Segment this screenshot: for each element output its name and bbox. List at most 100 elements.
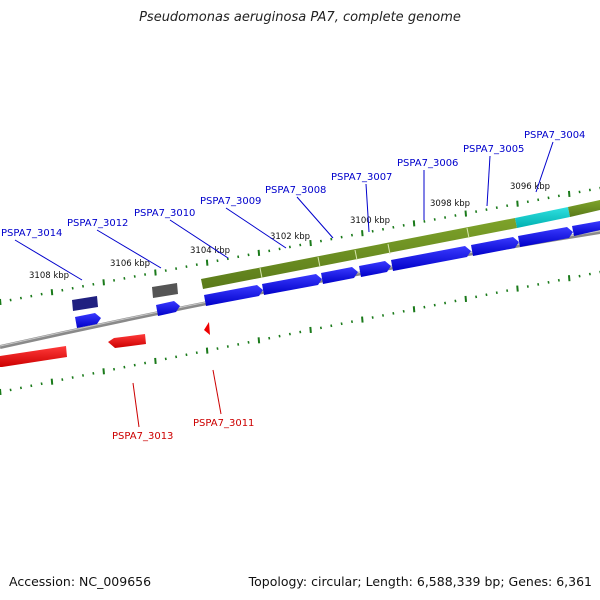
major-tick (0, 298, 2, 306)
major-tick (567, 275, 571, 282)
minor-tick (247, 340, 250, 344)
gene-labels: PSPA7_3014 PSPA7_3012 PSPA7_3010 PSPA7_3009… (1, 130, 585, 442)
forward-gene-label[interactable]: PSPA7_3012 (67, 218, 128, 229)
minor-tick (350, 320, 354, 324)
forward-gene-label[interactable]: PSPA7_3009 (200, 196, 261, 207)
minor-tick (19, 386, 22, 390)
forward-cds-3009[interactable] (204, 285, 263, 306)
forward-gene-label[interactable]: PSPA7_3010 (134, 208, 195, 219)
forward-gene-label[interactable]: PSPA7_3014 (1, 228, 62, 239)
reverse-cds-3015[interactable] (0, 346, 67, 367)
minor-tick (278, 334, 281, 338)
forward-cds-3003[interactable] (572, 221, 600, 236)
minor-tick (30, 294, 33, 298)
label-leader-line (535, 141, 554, 193)
scale-label: 3106 kbp (110, 259, 150, 269)
minor-tick (495, 206, 498, 210)
minor-tick (454, 299, 457, 303)
minor-tick (133, 363, 136, 367)
minor-tick (537, 198, 540, 202)
major-tick (412, 220, 416, 227)
forward-cds-track (75, 221, 600, 328)
minor-tick (216, 259, 219, 263)
minor-tick (557, 194, 560, 198)
forward-gene-label[interactable]: PSPA7_3004 (524, 130, 585, 141)
scale-label: 3102 kbp (270, 232, 310, 242)
gene-band-divider (387, 243, 391, 255)
minor-tick (547, 196, 550, 200)
minor-tick (123, 277, 126, 280)
forward-cds-3008[interactable] (262, 274, 322, 295)
minor-tick (371, 316, 374, 319)
major-tick (205, 347, 209, 354)
minor-tick (423, 305, 426, 309)
reverse-cds-3011[interactable] (204, 322, 210, 335)
minor-tick (299, 243, 302, 247)
minor-tick (19, 296, 22, 300)
reverse-gene-label[interactable]: PSPA7_3013 (112, 431, 173, 442)
minor-tick (175, 267, 178, 270)
minor-tick (547, 280, 550, 284)
scale-ticks-inner (0, 270, 600, 396)
scale-label: 3096 kbp (510, 182, 550, 192)
reverse-cds-track (0, 322, 210, 367)
minor-tick (237, 255, 240, 259)
gene-band-segment (201, 218, 517, 289)
scale-labels: 3108 kbp 3106 kbp 3104 kbp 3102 kbp 3100 kbp… (29, 182, 550, 281)
gene-band-divider (466, 227, 470, 239)
label-leader-line (296, 196, 334, 239)
minor-tick (340, 235, 343, 239)
label-leader-line (169, 219, 229, 259)
major-tick (50, 378, 54, 385)
scale-label: 3104 kbp (190, 246, 230, 256)
forward-cds-3007a[interactable] (321, 267, 358, 284)
major-tick (257, 249, 261, 256)
forward-gene-label[interactable]: PSPA7_3008 (265, 185, 326, 196)
minor-tick (185, 353, 188, 357)
forward-gene-label[interactable]: PSPA7_3005 (463, 144, 524, 155)
forward-cds-3005[interactable] (471, 237, 519, 256)
minor-tick (495, 291, 498, 295)
minor-tick (578, 274, 581, 278)
forward-cds-3004[interactable] (518, 227, 573, 247)
minor-tick (164, 269, 167, 272)
minor-tick (299, 330, 302, 334)
minor-tick (526, 200, 529, 204)
forward-cds-3006[interactable] (391, 246, 471, 271)
forward-gene-label[interactable]: PSPA7_3007 (331, 172, 392, 183)
forward-cds-3010[interactable] (156, 301, 180, 316)
minor-tick (485, 208, 488, 211)
reverse-gene-label[interactable]: PSPA7_3011 (193, 418, 254, 429)
gene-band-divider (259, 267, 263, 279)
minor-tick (423, 220, 426, 223)
forward-gene-label[interactable]: PSPA7_3006 (397, 158, 458, 169)
major-tick (516, 285, 519, 292)
minor-tick (164, 357, 167, 361)
minor-tick (71, 286, 74, 290)
minor-tick (247, 253, 250, 257)
forward-cds-3014[interactable] (75, 313, 101, 328)
gene-block-3014[interactable] (72, 296, 98, 311)
minor-tick (278, 247, 281, 251)
minor-tick (71, 376, 74, 379)
minor-tick (444, 216, 447, 219)
minor-tick (526, 285, 529, 288)
label-leader-line (212, 369, 222, 415)
minor-tick (288, 245, 291, 249)
minor-tick (330, 324, 333, 328)
minor-tick (433, 218, 436, 221)
gene-band (72, 200, 600, 311)
minor-tick (92, 282, 95, 286)
major-tick (154, 269, 157, 276)
reverse-cds-3013[interactable] (108, 334, 146, 348)
gene-block-3010[interactable] (152, 283, 178, 298)
minor-tick (226, 345, 229, 348)
genome-backbone (0, 230, 600, 349)
label-leader-line (225, 207, 287, 249)
major-tick (412, 306, 416, 313)
minor-tick (144, 273, 147, 276)
major-tick (0, 388, 2, 396)
scale-label: 3108 kbp (29, 271, 69, 281)
forward-cds-3007b[interactable] (359, 261, 391, 277)
